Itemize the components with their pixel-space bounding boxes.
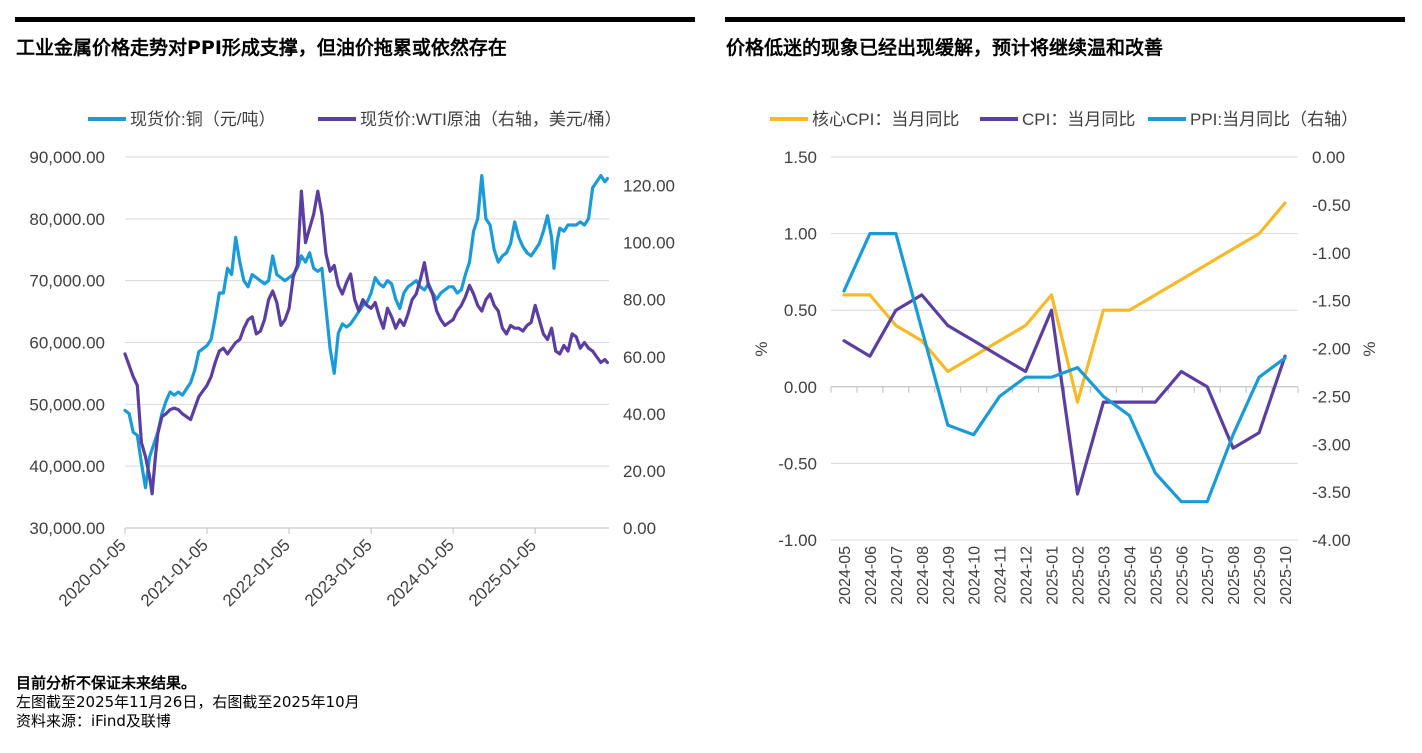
x-tick-label: 2024-09 (941, 546, 958, 605)
y-left-tick-label: 0.50 (784, 301, 817, 320)
date-note: 左图截至2025年11月26日，右图截至2025年10月 (16, 693, 360, 711)
series-line (842, 293, 1287, 496)
series-line (123, 174, 609, 490)
x-tick-label: 2025-05 (1148, 546, 1165, 605)
x-tick-label: 2025-03 (1096, 546, 1113, 605)
y-right-tick-label: 0.00 (1312, 148, 1345, 167)
legend-label: 现货价:铜（元/吨） (130, 110, 275, 129)
y-left-tick-label: -1.00 (778, 531, 817, 550)
x-tick-label: 2024-10 (967, 546, 984, 605)
x-tick-label: 2024-05 (837, 546, 854, 605)
legend-label: CPI：当月同比 (1022, 110, 1135, 129)
y-right-tick-label: -2.00 (1312, 340, 1351, 359)
legend-label: 核心CPI：当月同比 (812, 110, 959, 129)
x-tick-label: 2025-10 (1278, 546, 1295, 605)
y-right-tick-label: 0.00 (623, 519, 656, 538)
x-tick-label: 2024-08 (915, 546, 932, 605)
y-right-tick-label: -2.50 (1312, 387, 1351, 406)
y-right-tick-label: -4.00 (1312, 531, 1351, 550)
x-tick-label: 2024-01-05 (383, 535, 458, 610)
footnotes: 目前分析不保证未来结果。 左图截至2025年11月26日，右图截至2025年10… (16, 674, 360, 731)
x-tick-label: 2025-06 (1174, 546, 1191, 605)
y-right-tick-label: 20.00 (623, 462, 666, 481)
x-tick-label: 2024-11 (993, 546, 1010, 604)
x-tick-label: 2025-07 (1200, 546, 1217, 605)
x-tick-label: 2025-01 (1045, 546, 1062, 605)
y-left-tick-label: 30,000.00 (29, 519, 105, 538)
series-line (842, 232, 1287, 504)
x-tick-label: 2024-12 (1019, 546, 1036, 605)
series-line (123, 189, 609, 496)
y-right-axis-label: % (1360, 341, 1379, 356)
x-tick-label: 2025-04 (1122, 546, 1139, 605)
y-right-tick-label: 80.00 (623, 291, 666, 310)
cpi-ppi-chart: -1.00 -0.50 0.00 0.50 1.00 1.50 -4.00 -3.50 -3.0… (752, 110, 1379, 605)
x-tick-label: 2025-02 (1070, 546, 1087, 605)
series-line (842, 201, 1287, 404)
x-tick-label: 2021-01-05 (137, 535, 212, 610)
y-right-tick-label: -0.50 (1312, 196, 1351, 215)
y-left-tick-label: 1.50 (784, 148, 817, 167)
y-left-tick-label: 50,000.00 (29, 395, 105, 414)
y-left-tick-label: 90,000.00 (29, 148, 105, 167)
disclaimer-note: 目前分析不保证未来结果。 (16, 674, 197, 692)
y-left-tick-label: 70,000.00 (29, 272, 105, 291)
y-right-tick-label: 120.00 (623, 177, 675, 196)
copper-oil-chart: 30,000.00 40,000.00 50,000.00 60,000.00 70,0… (29, 110, 675, 610)
y-right-tick-label: -1.00 (1312, 244, 1351, 263)
y-right-tick-label: 40.00 (623, 405, 666, 424)
x-tick-label: 2025-01-05 (465, 535, 540, 610)
legend-label: PPI:当月同比（右轴） (1190, 110, 1358, 129)
x-tick-label: 2020-01-05 (55, 535, 130, 610)
y-left-tick-label: 60,000.00 (29, 334, 105, 353)
x-tick-label: 2025-09 (1252, 546, 1269, 605)
left-chart-title: 工业金属价格走势对PPI形成支撑，但油价拖累或依然存在 (16, 37, 507, 59)
y-left-tick-label: 1.00 (784, 225, 817, 244)
x-tick-label: 2022-01-05 (219, 535, 294, 610)
legend-label: 现货价:WTI原油（右轴，美元/桶） (360, 110, 622, 129)
y-right-tick-label: -3.50 (1312, 483, 1351, 502)
y-right-tick-label: 60.00 (623, 348, 666, 367)
right-top-rule (725, 17, 1405, 22)
right-chart-title: 价格低迷的现象已经出现缓解，预计将继续温和改善 (726, 37, 1164, 59)
y-right-tick-label: -1.50 (1312, 292, 1351, 311)
y-right-tick-label: 100.00 (623, 234, 675, 253)
x-tick-label: 2025-08 (1226, 546, 1243, 605)
y-left-tick-label: 40,000.00 (29, 457, 105, 476)
y-left-tick-label: 80,000.00 (29, 210, 105, 229)
x-tick-label: 2024-06 (863, 546, 880, 605)
y-right-tick-label: -3.00 (1312, 435, 1351, 454)
y-left-tick-label: -0.50 (778, 454, 817, 473)
source-note: 资料来源：iFind及联博 (16, 712, 171, 730)
x-tick-label: 2023-01-05 (301, 535, 376, 610)
x-tick-label: 2024-07 (889, 546, 906, 605)
y-left-axis-label: % (752, 341, 771, 356)
left-top-rule (15, 17, 695, 22)
y-left-tick-label: 0.00 (784, 378, 817, 397)
